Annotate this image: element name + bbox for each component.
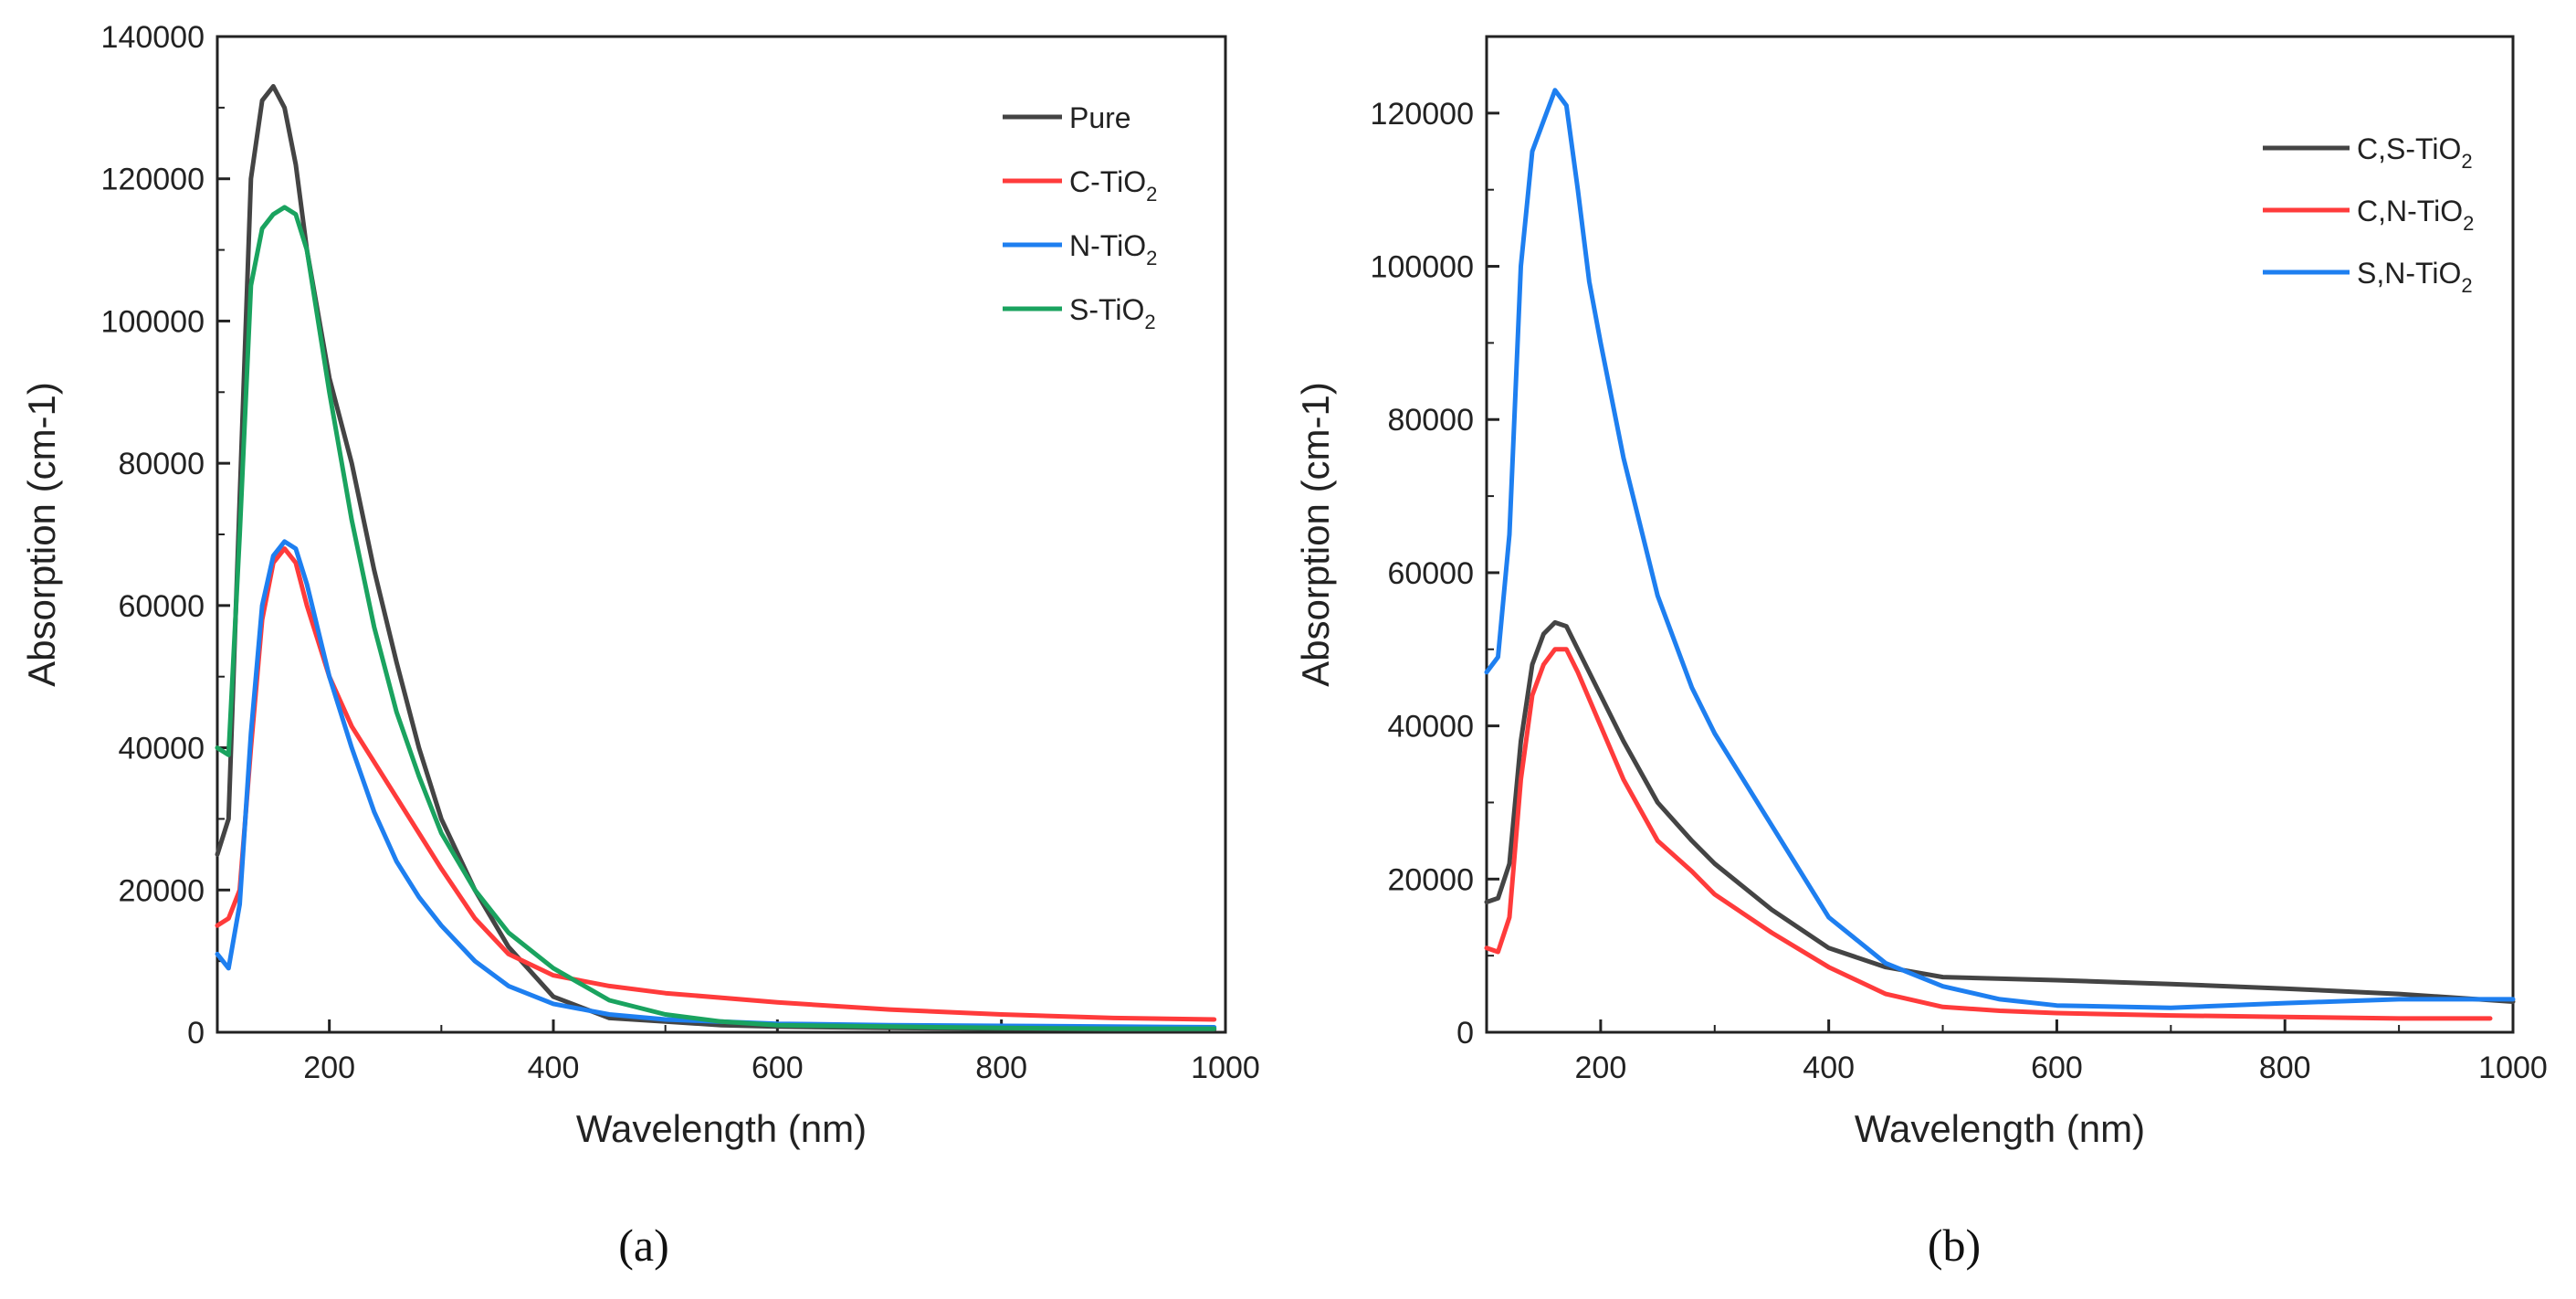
panel-a-chart: 0 20000 40000 60000 80000 100000 120000 140000 2… — [20, 20, 1260, 1150]
panel-b-legend-label: C,N-TiO2 — [2357, 195, 2474, 235]
panel-a-series-c-tio2-line — [215, 546, 1217, 1022]
panel-b-y-tick-label: 60000 — [1387, 556, 1474, 591]
panel-a-y-tick-label: 20000 — [118, 873, 205, 908]
panel-b-y-tick-label: 120000 — [1371, 97, 1474, 132]
panel-a-series-n-tio2-line — [215, 539, 1217, 1030]
panel-a-y-tick-label: 80000 — [118, 447, 205, 481]
panel-b-series-c-s-tio2-line — [1484, 619, 2516, 1004]
panel-b-legend-label-main: C,S-TiO — [2357, 132, 2461, 165]
panel-b-x-tick-label: 800 — [2259, 1051, 2311, 1085]
panel-b-y-tick-label: 80000 — [1387, 403, 1474, 438]
panel-a-legend-label-main: Pure — [1069, 101, 1131, 134]
panel-b-caption: (b) — [1928, 1220, 1981, 1271]
panel-a-legend-label-main: S-TiO — [1069, 293, 1144, 326]
panel-b-x-axis-label: Wavelength (nm) — [1855, 1107, 2145, 1150]
panel-a-legend-label-subscript: 2 — [1146, 183, 1157, 206]
panel-b-chart: 0 20000 40000 60000 80000 100000 120000 200 400 6… — [1294, 35, 2548, 1150]
panel-b-legend-label: C,S-TiO2 — [2357, 132, 2473, 173]
panel-b-y-tick-label: 100000 — [1371, 250, 1474, 285]
panel-a-x-tick-label: 1000 — [1191, 1051, 1260, 1085]
panel-b-y-tick-label: 20000 — [1387, 862, 1474, 897]
panel-a-y-axis-label: Absorption (cm-1) — [20, 382, 63, 687]
panel-a-legend-label-main: C-TiO — [1069, 165, 1146, 198]
panel-a-series-s-tio2-line — [215, 205, 1217, 1031]
panel-b-legend-label-main: C,N-TiO — [2357, 195, 2463, 227]
panel-b-x-tick-label: 600 — [2031, 1051, 2083, 1085]
panel-a-y-tick-label: 0 — [187, 1016, 205, 1051]
panel-a-y-tick-label: 60000 — [118, 589, 205, 624]
panel-b-y-tick-label: 40000 — [1387, 710, 1474, 745]
panel-a-x-axis-label: Wavelength (nm) — [576, 1107, 867, 1150]
panel-b-legend-label-main: S,N-TiO — [2357, 257, 2461, 290]
panel-a-legend-label-subscript: 2 — [1144, 311, 1155, 333]
panel-b-series-s-n-tio2-line — [1484, 88, 2516, 1010]
panel-a-x-tick-label: 400 — [528, 1051, 580, 1085]
panel-a-x-tick-label: 800 — [975, 1051, 1027, 1085]
panel-b-legend-label: S,N-TiO2 — [2357, 257, 2473, 297]
panel-a-y-tick-label: 100000 — [101, 304, 205, 339]
panel-b-legend-label-subscript: 2 — [2461, 274, 2472, 297]
panel-b-legend-label-subscript: 2 — [2463, 212, 2474, 235]
panel-a-y-tick-label: 40000 — [118, 732, 205, 766]
panel-a-legend-label: C-TiO2 — [1069, 165, 1157, 206]
panel-a-legend-label: N-TiO2 — [1069, 229, 1157, 269]
panel-a-legend-label-main: N-TiO — [1069, 229, 1146, 262]
panel-b-y-tick-label: 0 — [1456, 1016, 1474, 1051]
panel-a-legend-label-subscript: 2 — [1146, 247, 1157, 269]
panel-a-x-tick-label: 200 — [303, 1051, 355, 1085]
panel-a-caption: (a) — [618, 1220, 669, 1271]
panel-b-legend-label-subscript: 2 — [2461, 150, 2472, 173]
panel-a-x-tick-label: 600 — [752, 1051, 804, 1085]
panel-a-y-tick-label: 140000 — [101, 20, 205, 55]
panel-a-legend-label: S-TiO2 — [1069, 293, 1156, 333]
panel-b-series-c-n-tio2-line — [1484, 647, 2493, 1021]
panel-a-y-tick-label: 120000 — [101, 163, 205, 197]
panel-b-x-tick-label: 400 — [1803, 1051, 1855, 1085]
panel-b-y-axis-label: Absorption (cm-1) — [1294, 382, 1337, 687]
panel-a-series-pure-line — [215, 84, 1217, 1032]
panel-b-plot-frame — [1485, 35, 2515, 1034]
panel-a-legend-label: Pure — [1069, 101, 1131, 134]
panel-b-x-tick-label: 200 — [1575, 1051, 1627, 1085]
panel-b-x-tick-label: 1000 — [2478, 1051, 2548, 1085]
